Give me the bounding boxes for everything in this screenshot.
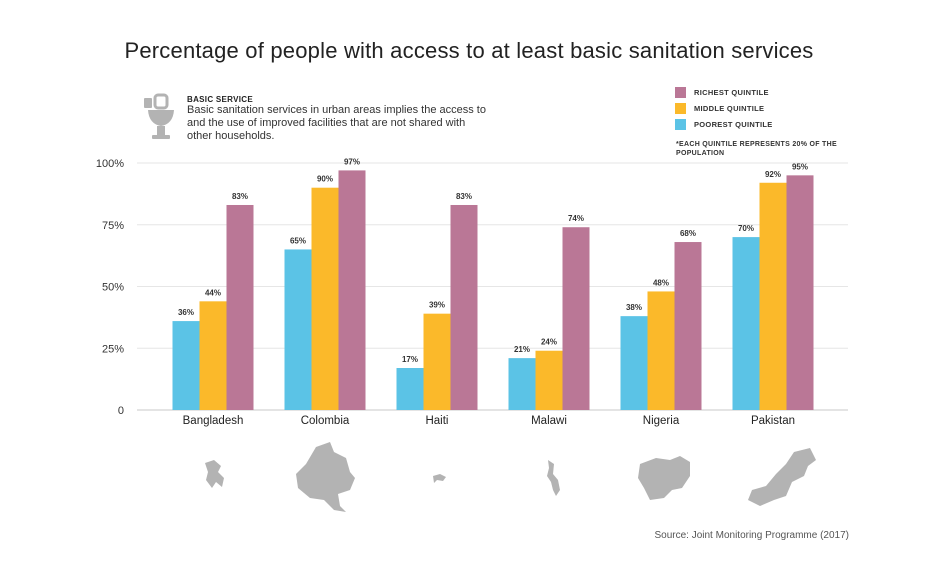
data-label: 21% bbox=[514, 345, 530, 354]
x-tick-label: Nigeria bbox=[643, 415, 680, 427]
x-tick-label: Colombia bbox=[301, 415, 350, 427]
data-label: 70% bbox=[738, 224, 754, 233]
legend-label-poorest: POOREST QUINTILE bbox=[694, 119, 773, 129]
source-note: Source: Joint Monitoring Programme (2017… bbox=[654, 530, 849, 541]
legend-item-middle: MIDDLE QUINTILE bbox=[675, 102, 773, 114]
legend-item-poorest: POOREST QUINTILE bbox=[675, 118, 773, 130]
data-label: 95% bbox=[792, 162, 808, 171]
x-tick-label: Bangladesh bbox=[183, 415, 244, 427]
legend-label-richest: RICHEST QUINTILE bbox=[694, 87, 769, 97]
legend-swatch-richest bbox=[675, 86, 686, 98]
bar-poorest bbox=[172, 321, 200, 410]
basic-service-heading: BASIC SERVICE bbox=[187, 95, 253, 104]
x-tick-label: Haiti bbox=[425, 415, 448, 427]
data-label: 39% bbox=[429, 301, 445, 310]
colombia-map bbox=[296, 442, 355, 512]
bar-middle bbox=[199, 301, 227, 410]
y-tick-label: 100% bbox=[96, 158, 124, 170]
data-label: 74% bbox=[568, 214, 584, 223]
bar-richest bbox=[562, 227, 590, 410]
bar-middle bbox=[535, 350, 563, 410]
data-label: 97% bbox=[344, 157, 360, 166]
data-label: 68% bbox=[680, 229, 696, 238]
toilet-icon bbox=[144, 93, 174, 139]
bar-richest bbox=[450, 204, 478, 410]
malawi-map bbox=[547, 460, 560, 496]
bar-poorest bbox=[732, 237, 760, 410]
data-label: 17% bbox=[402, 355, 418, 364]
legend: RICHEST QUINTILE MIDDLE QUINTILE POOREST… bbox=[675, 86, 773, 134]
bar-poorest bbox=[396, 368, 424, 410]
bar-poorest bbox=[508, 358, 536, 410]
legend-label-middle: MIDDLE QUINTILE bbox=[694, 103, 765, 113]
bar-poorest bbox=[620, 316, 648, 410]
quintile-note: *EACH QUINTILE REPRESENTS 20% OF THE POP… bbox=[676, 141, 837, 157]
data-label: 48% bbox=[653, 278, 669, 287]
pakistan-map bbox=[748, 448, 816, 506]
legend-swatch-poorest bbox=[675, 118, 686, 130]
data-label: 83% bbox=[232, 192, 248, 201]
bar-middle bbox=[647, 291, 675, 410]
y-tick-label: 0 bbox=[118, 405, 124, 417]
bar-richest bbox=[786, 175, 814, 410]
nigeria-map bbox=[638, 456, 690, 500]
data-label: 38% bbox=[626, 303, 642, 312]
data-label: 65% bbox=[290, 236, 306, 245]
data-label: 44% bbox=[205, 288, 221, 297]
bar-middle bbox=[311, 187, 339, 410]
data-label: 92% bbox=[765, 170, 781, 179]
bangladesh-map bbox=[205, 460, 224, 488]
chart-title: Percentage of people with access to at l… bbox=[124, 38, 814, 63]
bar-richest bbox=[338, 170, 366, 410]
y-tick-label: 25% bbox=[102, 343, 124, 355]
y-tick-label: 50% bbox=[102, 282, 124, 294]
basic-service-description: Basic sanitation services in urban areas… bbox=[187, 104, 486, 142]
legend-swatch-middle bbox=[675, 102, 686, 114]
x-tick-label: Pakistan bbox=[751, 415, 795, 427]
x-tick-label: Malawi bbox=[531, 415, 567, 427]
bar-richest bbox=[674, 242, 702, 410]
bar-middle bbox=[423, 313, 451, 410]
bar-middle bbox=[759, 182, 787, 410]
data-label: 90% bbox=[317, 175, 333, 184]
bar-poorest bbox=[284, 249, 312, 410]
y-tick-label: 75% bbox=[102, 220, 124, 232]
haiti-map bbox=[433, 474, 446, 483]
data-label: 24% bbox=[541, 338, 557, 347]
bar-richest bbox=[226, 204, 254, 410]
legend-item-richest: RICHEST QUINTILE bbox=[675, 86, 773, 98]
data-label: 36% bbox=[178, 308, 194, 317]
data-label: 83% bbox=[456, 192, 472, 201]
